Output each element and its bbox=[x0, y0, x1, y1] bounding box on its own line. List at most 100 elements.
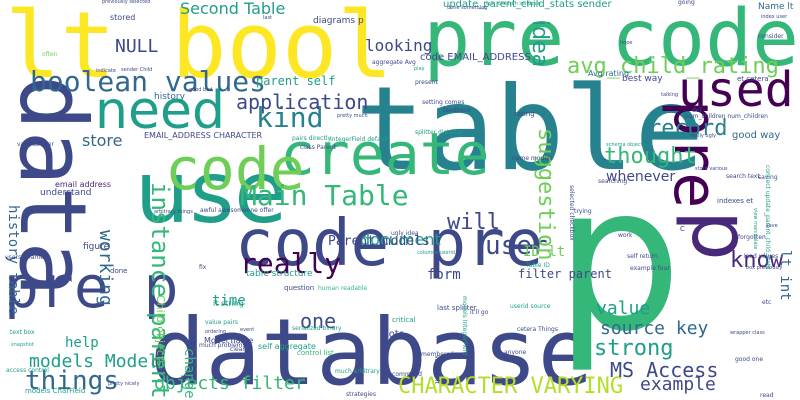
word-store-various: store various bbox=[695, 166, 728, 172]
word-much-arbitrary: much arbitrary bbox=[335, 368, 380, 375]
word-last: last bbox=[263, 15, 273, 21]
word-looking: looking bbox=[365, 36, 433, 55]
word-forgotten: forgotten bbox=[738, 234, 766, 241]
word-lt-string: lt string bbox=[213, 299, 244, 308]
word-fix: fix bbox=[199, 264, 207, 271]
word-strategies: strategies bbox=[346, 391, 376, 398]
word-c: C bbox=[680, 225, 685, 233]
word-lt-bool: lt bool bbox=[5, 0, 393, 99]
word-source-key: source key bbox=[600, 318, 709, 339]
word-will: will bbox=[447, 210, 500, 235]
word-splitter-distance: splitter distance bbox=[415, 129, 464, 136]
word-ms-access: MS Access bbox=[610, 358, 719, 382]
word-example-four: example four bbox=[630, 265, 670, 272]
word-p: p bbox=[555, 143, 682, 376]
word-email-address: email address bbox=[55, 180, 112, 189]
word-users-uname: users uname bbox=[5, 254, 44, 261]
word-document: document bbox=[360, 230, 441, 249]
word-human-readable: human readable bbox=[318, 285, 368, 292]
word-whenever: whenever bbox=[606, 169, 676, 185]
word-email-address-character: EMAIL_ADDRESS CHARACTER bbox=[144, 131, 263, 140]
word-value: value bbox=[596, 298, 651, 319]
word-read: read bbox=[760, 392, 774, 399]
word-cetera-things: cetera Things bbox=[517, 326, 558, 333]
word-lt-int: lt int bbox=[777, 250, 793, 301]
word-load-values: load values bbox=[744, 253, 779, 260]
word-pretty-nicely: pretty nicely bbox=[108, 381, 140, 387]
word-thought: thought bbox=[604, 144, 697, 169]
word-child-objects: Child objects bbox=[154, 295, 167, 366]
word-anyone: anyone bbox=[504, 349, 527, 356]
word-create: create bbox=[280, 120, 490, 188]
word-schema-objects: schema objects bbox=[606, 142, 646, 148]
word-valueid-lt: ValueID lt bbox=[433, 355, 440, 384]
word-name-models: name models bbox=[512, 155, 553, 162]
word-diagrams-p: diagrams p bbox=[313, 16, 364, 26]
word-update-parent-child-stats-sender: update_parent_child_stats sender bbox=[443, 0, 612, 10]
word-consider: consider bbox=[758, 33, 784, 40]
word-second-table: Second Table bbox=[180, 0, 286, 18]
word-pretty-much: pretty much bbox=[337, 113, 368, 119]
word-often: often bbox=[42, 51, 58, 58]
word-num-children-instance: num_children instance bbox=[484, 1, 541, 7]
word-filter-parent: filter parent bbox=[518, 267, 612, 281]
word-need: need bbox=[95, 81, 225, 141]
word-understand: understand bbox=[40, 188, 92, 198]
word-critical: critical bbox=[392, 316, 416, 324]
word-num-children-num-children: num_children num_children bbox=[685, 113, 768, 120]
word-indexes-et: indexes et bbox=[717, 197, 754, 205]
word-feedback: feedback bbox=[443, 107, 471, 114]
word-etc: etc bbox=[762, 299, 772, 306]
word-one: one bbox=[300, 309, 337, 333]
word-aggregate-avg: aggregate Avg bbox=[372, 59, 416, 66]
word-done: done bbox=[110, 267, 128, 275]
word-parent-self: parent self bbox=[256, 74, 336, 88]
word-setting-comes: setting comes bbox=[422, 99, 465, 106]
word-best-way: best way bbox=[622, 74, 663, 84]
word-history: history bbox=[154, 92, 185, 102]
word-arbitrary-things: arbitrary things bbox=[154, 209, 193, 215]
word-good-way: good way bbox=[732, 130, 781, 141]
word-character-varying: CHARACTER VARYING bbox=[398, 374, 624, 399]
word-code: code bbox=[165, 135, 305, 203]
word-saving: saving bbox=[758, 174, 778, 181]
word-work: work bbox=[618, 232, 633, 239]
word-code-email-address: code EMAIL_ADDRESS bbox=[420, 52, 531, 63]
word-question: question bbox=[284, 284, 315, 292]
word-avg-child-rating: avg_child_rating bbox=[567, 54, 779, 79]
word-store: store bbox=[82, 131, 123, 150]
word-parent-models: Parent models bbox=[328, 234, 430, 249]
word-present: present bbox=[415, 79, 438, 86]
word-hope: hope bbox=[620, 40, 633, 46]
word-model-name: Model name bbox=[204, 336, 254, 345]
word-record: record bbox=[648, 116, 728, 141]
word-text-box: text box bbox=[10, 329, 35, 336]
word-various-user: various user bbox=[17, 141, 54, 148]
word-columns-userid: columns userid bbox=[417, 250, 456, 256]
word-strong: strong bbox=[594, 336, 674, 361]
word-user: user bbox=[485, 231, 548, 261]
word-index-user: index user bbox=[761, 14, 788, 20]
word-pre-code: pre code bbox=[423, 0, 799, 84]
word-rating: rating bbox=[514, 110, 535, 118]
word-view-manipulate: view manipulate bbox=[752, 208, 758, 250]
word-snapshot: snapshot bbox=[11, 342, 34, 348]
word-avg-rating: Avg rating bbox=[588, 69, 630, 78]
word-lots: lots bbox=[386, 329, 405, 340]
word-things: things bbox=[25, 366, 119, 396]
word-help: help bbox=[65, 335, 99, 351]
word-ordering: ordering bbox=[205, 329, 227, 335]
word-save: save bbox=[766, 223, 778, 229]
word-cleared: cleared bbox=[230, 346, 253, 353]
word-know: know bbox=[730, 248, 783, 273]
word-last-splitter: last splitter bbox=[437, 304, 477, 312]
word-really: really bbox=[240, 247, 342, 280]
word-really-ugly: really ugly bbox=[690, 133, 717, 139]
word-models-charfield: models CharField bbox=[25, 387, 86, 395]
word-event: event bbox=[240, 327, 255, 333]
word-name-lt: Name lt bbox=[758, 2, 794, 12]
word-much-problems: much problems bbox=[199, 342, 246, 349]
word-it-ll-go: it'll go bbox=[470, 309, 489, 316]
word-searching: searching bbox=[598, 178, 628, 185]
word-awful-awesomeone-offer: awful awesomeone offer bbox=[200, 207, 274, 214]
